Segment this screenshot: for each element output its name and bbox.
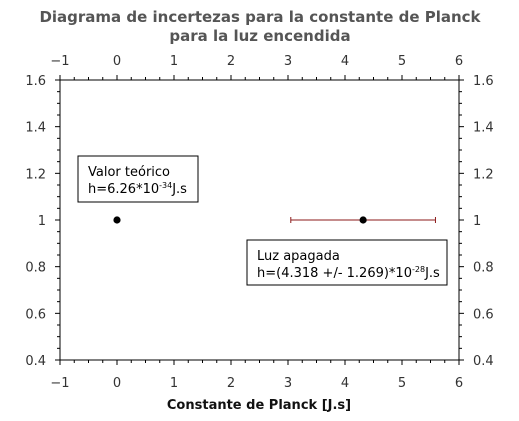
y-tick-label-right: 0.4 (473, 354, 494, 369)
y-tick-label-right: 0.8 (473, 261, 494, 276)
x-axis-label: Constante de Planck [J.s] (167, 398, 351, 413)
x-tick-label-top: 0 (113, 54, 121, 69)
annotation-line1: Luz apagada (257, 249, 340, 264)
annotation-unit: J.s (424, 266, 440, 281)
annotation-exponent: -34 (159, 181, 172, 190)
y-tick-label-right: 1.6 (473, 74, 494, 89)
x-tick-label-top: 4 (341, 54, 349, 69)
y-tick-label-right: 1.4 (473, 121, 494, 136)
x-tick-label-bottom: 2 (227, 376, 235, 391)
annotation-frame (77, 155, 199, 203)
data-layer (113, 216, 436, 224)
data-point (113, 216, 121, 224)
x-tick-label-bottom: 0 (113, 376, 121, 391)
annotation-value: h=6.26*10 (88, 182, 159, 197)
x-tick-label-bottom: 4 (341, 376, 349, 391)
x-tick-label-top: 3 (284, 54, 292, 69)
y-tick-label-right: 1.2 (473, 167, 494, 182)
annotation-unit: J.s (171, 182, 187, 197)
y-tick-label-right: 1 (473, 214, 481, 229)
y-tick-label-left: 0.6 (25, 307, 46, 322)
y-tick-label-left: 0.4 (25, 354, 46, 369)
tick-labels-layer: −1 −1 0 0 1 1 2 2 3 3 4 4 5 5 6 6 0.4 0.4 0.6 0.6 0.8 0.8 1 1 1.… (25, 54, 493, 391)
annotation-line2: h=(4.318 +/- 1.269)*10-28J.s (257, 265, 440, 281)
annotation-value: h=(4.318 +/- 1.269)*10 (257, 266, 412, 281)
x-tick-label-bottom: −1 (50, 376, 69, 391)
y-tick-label-left: 1.6 (25, 74, 46, 89)
x-tick-label-top: −1 (50, 54, 69, 69)
annotation-line1: Valor teórico (88, 165, 170, 180)
y-tick-label-left: 1 (38, 214, 46, 229)
y-tick-label-right: 0.6 (473, 307, 494, 322)
chart-title: Diagrama de incertezas para la constante… (39, 8, 481, 26)
x-tick-label-bottom: 6 (455, 376, 463, 391)
y-tick-label-left: 1.4 (25, 121, 46, 136)
x-tick-label-bottom: 5 (398, 376, 406, 391)
annotation-line2: h=6.26*10-34J.s (88, 181, 187, 197)
x-tick-label-top: 5 (398, 54, 406, 69)
annotation-frame (246, 239, 448, 286)
chart-subtitle: para la luz encendida (169, 27, 350, 45)
annotation-exponent: -28 (412, 265, 425, 274)
data-point (359, 216, 367, 224)
x-tick-label-bottom: 3 (284, 376, 292, 391)
x-tick-label-bottom: 1 (170, 376, 178, 391)
x-tick-label-top: 2 (227, 54, 235, 69)
x-tick-label-top: 6 (455, 54, 463, 69)
y-tick-label-left: 1.2 (25, 167, 46, 182)
x-tick-label-top: 1 (170, 54, 178, 69)
ticks-layer (55, 75, 464, 365)
y-tick-label-left: 0.8 (25, 261, 46, 276)
